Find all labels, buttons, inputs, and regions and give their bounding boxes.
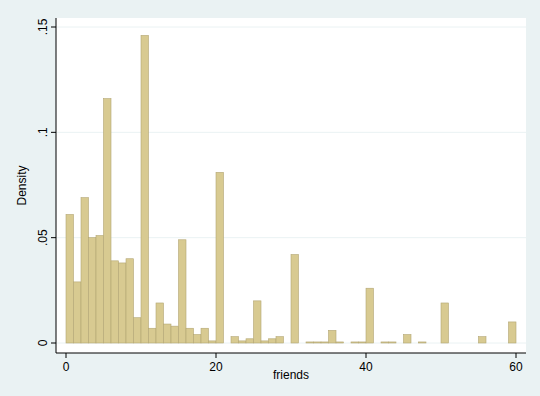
y-tick: [51, 27, 56, 28]
x-tick: [66, 353, 67, 358]
bar: [149, 328, 157, 343]
y-tick-label: .05: [36, 229, 50, 246]
bar: [471, 343, 479, 344]
bar: [216, 172, 224, 343]
x-axis: [56, 353, 526, 354]
bar: [81, 198, 89, 343]
x-tick: [516, 353, 517, 358]
y-tick: [51, 132, 56, 133]
bar: [464, 343, 472, 344]
bar: [126, 259, 134, 343]
bar: [456, 343, 464, 344]
bar: [239, 341, 247, 343]
bar: [329, 330, 337, 343]
x-tick-label: 60: [509, 360, 523, 374]
bar: [359, 342, 367, 343]
background: [0, 0, 540, 396]
x-tick-label: 0: [63, 360, 70, 374]
grid-line: [56, 132, 526, 133]
bar: [276, 337, 284, 343]
x-tick: [366, 353, 367, 358]
bar: [494, 343, 502, 344]
bar: [366, 288, 374, 343]
bar: [411, 343, 419, 344]
bar: [134, 318, 142, 343]
bar: [501, 343, 509, 344]
bar: [486, 343, 494, 344]
bar: [291, 255, 299, 343]
x-axis-title: friends: [273, 368, 309, 382]
bar: [321, 342, 329, 343]
y-axis: [56, 18, 57, 353]
bar: [426, 343, 434, 344]
bar: [381, 342, 389, 343]
y-tick-label: .1: [36, 127, 50, 137]
bar: [351, 342, 359, 343]
y-axis-title: Density: [15, 165, 29, 205]
bar: [194, 335, 202, 343]
bar: [344, 343, 352, 344]
bar: [254, 301, 262, 343]
x-tick-label: 40: [359, 360, 373, 374]
bar: [156, 303, 164, 343]
bar: [336, 342, 344, 343]
bar: [66, 214, 74, 343]
bar: [306, 342, 314, 343]
bar: [96, 236, 104, 343]
bar: [284, 343, 292, 344]
bar: [396, 343, 404, 344]
bar: [269, 339, 277, 343]
bar: [479, 337, 487, 343]
x-tick: [216, 353, 217, 358]
chart: 0 .05 .1 .15 0 20 40 60 friends Density: [0, 0, 540, 396]
bar: [261, 341, 269, 343]
bar: [374, 343, 382, 344]
bar: [111, 261, 119, 343]
grid-line: [56, 27, 526, 28]
bar: [449, 343, 457, 344]
bar: [119, 263, 127, 343]
bar: [246, 339, 254, 343]
bar: [419, 342, 427, 343]
bar: [89, 238, 97, 343]
bar: [164, 324, 172, 343]
bar: [224, 343, 232, 344]
bar: [434, 343, 442, 344]
bars: [66, 35, 516, 343]
x-tick-label: 20: [209, 360, 223, 374]
bar: [314, 342, 322, 343]
bar: [141, 35, 149, 343]
bar: [404, 335, 412, 343]
bar: [179, 240, 187, 343]
y-tick-label: .15: [36, 18, 50, 35]
bar: [509, 322, 517, 343]
bar: [104, 99, 112, 343]
bar: [201, 328, 209, 343]
y-tick: [51, 237, 56, 238]
grid-line: [56, 237, 526, 238]
bar: [299, 343, 307, 344]
y-tick-label: 0: [36, 339, 50, 346]
bar: [209, 341, 217, 343]
bar: [441, 303, 449, 343]
bar: [74, 282, 82, 343]
bar: [231, 337, 239, 343]
y-tick: [51, 343, 56, 344]
bar: [186, 328, 194, 343]
bar: [389, 342, 397, 343]
plot-area: [56, 18, 526, 353]
bar: [171, 326, 179, 343]
